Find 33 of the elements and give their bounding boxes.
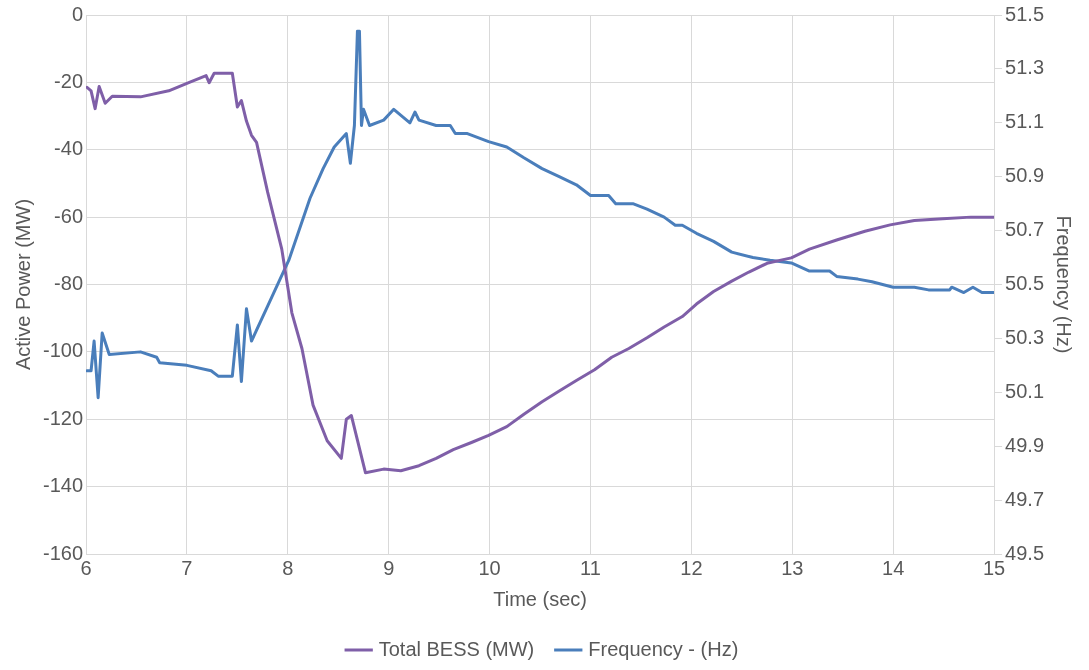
y2-tick-label: 51.1	[1005, 110, 1045, 133]
y-tick-label: -40	[54, 137, 84, 160]
x-tick-label: 12	[680, 556, 703, 579]
y2-tick-label: 50.9	[1005, 164, 1045, 187]
y2-tick-label: 49.9	[1005, 433, 1045, 456]
y2-tick-label: 50.7	[1005, 218, 1045, 241]
x-tick-label: 10	[478, 556, 501, 579]
y-tick-label: -60	[54, 204, 84, 227]
legend-label: Frequency - (Hz)	[588, 637, 739, 660]
y2-tick-label: 51.3	[1005, 56, 1045, 79]
y2-tick-label: 49.7	[1005, 487, 1045, 510]
y-tick-label: -20	[54, 69, 84, 92]
x-tick-label: 7	[181, 556, 193, 579]
x-tick-label: 15	[982, 556, 1006, 579]
y2-tick-label: 50.1	[1005, 379, 1045, 402]
y-tick-label: -140	[43, 474, 84, 497]
y-tick-label: -120	[43, 406, 84, 429]
x-tick-label: 11	[580, 556, 601, 579]
y2-tick-label: 50.5	[1005, 272, 1045, 295]
x-tick-label: 9	[383, 556, 395, 579]
legend-label: Total BESS (MW)	[378, 637, 535, 660]
y2-tick-label: 51.5	[1005, 2, 1045, 25]
y2-axis-title: Frequency (Hz)	[1053, 215, 1076, 354]
y-tick-label: -100	[43, 339, 84, 362]
y-tick-label: 0	[71, 2, 84, 25]
y-axis-title: Active Power (MW)	[11, 198, 34, 371]
y2-tick-label: 49.5	[1005, 541, 1045, 564]
x-tick-label: 14	[882, 556, 905, 579]
x-tick-label: 13	[781, 556, 804, 579]
y2-tick-label: 50.3	[1005, 325, 1045, 348]
x-tick-label: 8	[282, 556, 294, 579]
x-axis-title: Time (sec)	[493, 587, 587, 610]
y-tick-label: -80	[54, 272, 84, 295]
